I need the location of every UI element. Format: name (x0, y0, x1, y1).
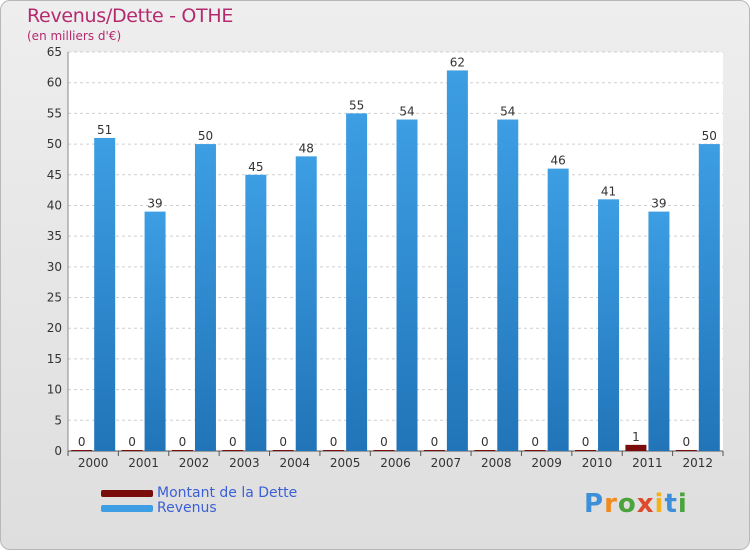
bar-dette (474, 450, 496, 451)
y-tick-label: 55 (47, 106, 62, 120)
data-label-dette: 1 (632, 430, 640, 444)
bar-revenus (94, 137, 116, 451)
data-label-revenus: 41 (601, 184, 616, 198)
x-tick-label: 2007 (431, 456, 462, 470)
bar-dette (71, 450, 93, 451)
bar-dette (323, 450, 345, 451)
y-tick-label: 10 (47, 383, 62, 397)
bar-revenus (598, 199, 620, 451)
logo-letter: i (654, 489, 665, 519)
logo-letter: x (636, 489, 655, 519)
bar-revenus (446, 70, 468, 452)
logo-letter: i (677, 489, 688, 519)
y-tick-label: 25 (47, 291, 62, 305)
data-label-revenus: 54 (500, 105, 515, 119)
data-label-revenus: 46 (551, 154, 566, 168)
y-tick-label: 45 (47, 168, 62, 182)
x-tick-label: 2011 (632, 456, 663, 470)
x-tick-label: 2003 (229, 456, 260, 470)
bar-revenus (144, 211, 166, 451)
x-tick-label: 2008 (481, 456, 512, 470)
data-label-revenus: 45 (248, 160, 263, 174)
bar-revenus (396, 119, 418, 452)
data-label-dette: 0 (531, 435, 539, 449)
y-tick-label: 30 (47, 260, 62, 274)
bar-revenus (245, 174, 267, 451)
logo-letter: t (664, 489, 678, 519)
y-tick-label: 50 (47, 137, 62, 151)
bar-dette (524, 450, 546, 451)
y-tick-label: 65 (47, 45, 62, 59)
data-label-revenus: 50 (198, 129, 213, 143)
bar-dette (121, 450, 143, 451)
y-tick-label: 40 (47, 198, 62, 212)
data-label-dette: 0 (380, 435, 388, 449)
y-tick-label: 15 (47, 352, 62, 366)
data-label-revenus: 51 (97, 123, 112, 137)
data-label-revenus: 48 (299, 141, 314, 155)
y-tick-label: 60 (47, 76, 62, 90)
bar-revenus (346, 113, 368, 451)
data-label-revenus: 54 (399, 105, 414, 119)
x-tick-label: 2005 (330, 456, 361, 470)
bar-revenus (194, 144, 216, 452)
chart-title: Revenus/Dette - OTHE (27, 5, 234, 27)
y-tick-label: 5 (54, 413, 62, 427)
x-tick-label: 2000 (78, 456, 109, 470)
legend-swatch-dette (101, 490, 153, 497)
data-label-revenus: 62 (450, 55, 465, 69)
legend-swatch-revenus (101, 505, 153, 512)
data-label-dette: 0 (179, 435, 187, 449)
data-label-dette: 0 (431, 435, 439, 449)
data-label-dette: 0 (582, 435, 590, 449)
y-tick-label: 0 (54, 444, 62, 458)
data-label-dette: 0 (128, 435, 136, 449)
bar-dette (675, 450, 697, 451)
x-tick-label: 2004 (279, 456, 310, 470)
data-label-revenus: 39 (651, 197, 666, 211)
legend-label-dette: Montant de la Dette (157, 485, 298, 501)
data-label-dette: 0 (279, 435, 287, 449)
bar-dette (272, 450, 294, 451)
logo-letter: r (604, 489, 618, 519)
bar-revenus (547, 168, 569, 451)
x-tick-label: 2006 (380, 456, 411, 470)
data-label-dette: 0 (481, 435, 489, 449)
data-label-revenus: 39 (147, 197, 162, 211)
y-tick-label: 35 (47, 229, 62, 243)
bar-dette (171, 450, 193, 451)
data-label-dette: 0 (229, 435, 237, 449)
bar-revenus (295, 156, 317, 451)
bar-dette (373, 450, 395, 451)
legend-label-revenus: Revenus (157, 500, 217, 516)
data-label-dette: 0 (78, 435, 86, 449)
logo-letter: o (617, 489, 637, 519)
bar-dette (575, 450, 597, 451)
chart-subtitle: (en milliers d'€) (27, 29, 122, 43)
proxiti-logo: Proxiti (584, 489, 688, 519)
data-label-dette: 0 (682, 435, 690, 449)
x-tick-label: 2010 (582, 456, 613, 470)
bar-dette (423, 450, 445, 451)
data-label-revenus: 55 (349, 98, 364, 112)
x-tick-label: 2009 (531, 456, 562, 470)
bar-revenus (497, 119, 519, 452)
bar-revenus (698, 144, 720, 452)
bar-dette (625, 444, 647, 451)
bar-dette (222, 450, 244, 451)
data-label-dette: 0 (330, 435, 338, 449)
bar-revenus (648, 211, 670, 451)
x-tick-label: 2002 (179, 456, 210, 470)
logo-letter: P (584, 489, 605, 519)
y-tick-label: 20 (47, 321, 62, 335)
x-tick-label: 2012 (683, 456, 714, 470)
data-label-revenus: 50 (702, 129, 717, 143)
x-tick-label: 2001 (128, 456, 159, 470)
plot-background (68, 52, 723, 451)
